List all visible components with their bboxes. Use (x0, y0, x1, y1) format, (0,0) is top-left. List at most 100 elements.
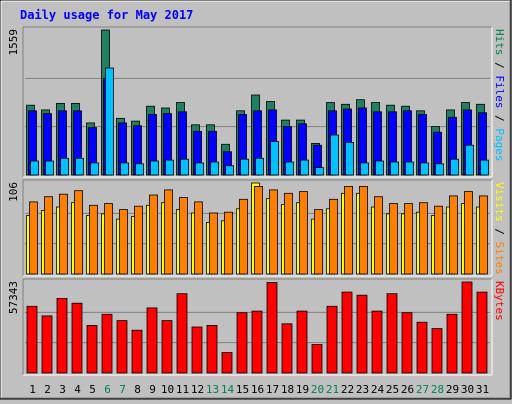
visits-bar-sites-day-5 (89, 204, 98, 275)
kbytes-bar-kbytes-day-10 (161, 320, 173, 374)
kbytes-bar-kbytes-day-26 (401, 312, 413, 374)
hits-legend-part-0: Hits (493, 29, 506, 56)
hits-bar-pages-day-28 (435, 163, 444, 176)
visits-bar-sites-day-20 (314, 209, 323, 275)
kbytes-bar-kbytes-day-31 (476, 291, 488, 374)
kbytes-legend: KBytes (493, 281, 506, 321)
x-tick-label-day-16: 16 (251, 383, 264, 396)
hits-bar-pages-day-23 (360, 162, 369, 176)
x-tick-label-day-12: 12 (191, 383, 204, 396)
hits-panel: 1559 Hits / Files / Pages (7, 26, 506, 178)
x-tick-label-day-30: 30 (461, 383, 474, 396)
x-tick-label-day-4: 4 (74, 383, 81, 396)
hits-legend-part-3: / (493, 109, 506, 129)
visits-bar-sites-day-11 (179, 197, 188, 275)
visits-bar-sites-day-16 (254, 185, 263, 275)
kbytes-bar-kbytes-day-4 (71, 302, 83, 374)
x-tick-label-day-3: 3 (59, 383, 66, 396)
visits-bar-sites-day-17 (269, 189, 278, 275)
x-tick-label-day-21: 21 (326, 383, 339, 396)
kbytes-bar-kbytes-day-7 (116, 320, 128, 374)
visits-bar-sites-day-7 (119, 209, 128, 275)
visits-legend-part-2: Sites (493, 242, 506, 275)
visits-bar-sites-day-27 (419, 202, 428, 275)
kbytes-bar-kbytes-day-14 (221, 351, 233, 374)
x-tick-label-day-13: 13 (206, 383, 219, 396)
visits-legend: Visits / Sites (493, 182, 506, 275)
kbytes-bar-kbytes-day-1 (26, 305, 38, 374)
x-tick-label-day-20: 20 (311, 383, 324, 396)
hits-bar-pages-day-15 (240, 158, 249, 176)
hits-bar-pages-day-30 (465, 144, 474, 176)
x-tick-label-day-5: 5 (89, 383, 96, 396)
kbytes-bar-kbytes-day-29 (446, 313, 458, 374)
visits-legend-part-0: Visits (493, 182, 506, 222)
hits-bar-pages-day-2 (45, 160, 54, 176)
visits-bar-sites-day-23 (359, 185, 368, 275)
x-axis-labels: 1 2 3 4 5 6 7 8 9 10 11 12 13 14 15 16 17 18 19 20 21 22 23 24 2… (29, 383, 489, 396)
visits-bar-sites-day-10 (164, 189, 173, 275)
hits-bar-pages-day-9 (150, 160, 159, 176)
x-tick-label-day-10: 10 (161, 383, 174, 396)
hits-legend: Hits / Files / Pages (493, 29, 506, 162)
hits-bar-pages-day-19 (300, 159, 309, 176)
x-tick-label-day-14: 14 (221, 383, 235, 396)
visits-bar-sites-day-24 (374, 196, 383, 275)
x-tick-label-day-18: 18 (281, 383, 294, 396)
x-tick-label-day-6: 6 (104, 383, 111, 396)
x-tick-label-day-17: 17 (266, 383, 279, 396)
visits-bar-sites-day-12 (194, 201, 203, 275)
x-tick-label-day-2: 2 (44, 383, 51, 396)
visits-bar-sites-day-26 (404, 203, 413, 275)
kbytes-bar-kbytes-day-13 (206, 324, 218, 374)
visits-legend-part-1: / (493, 222, 506, 242)
hits-bar-pages-day-11 (180, 158, 189, 176)
visits-bar-sites-day-4 (74, 190, 83, 275)
visits-bar-sites-day-1 (29, 201, 38, 275)
visits-bar-sites-day-14 (224, 211, 233, 275)
kbytes-bar-kbytes-day-15 (236, 312, 248, 374)
x-tick-label-day-15: 15 (236, 383, 249, 396)
x-tick-label-day-8: 8 (134, 383, 141, 396)
x-tick-label-day-24: 24 (371, 383, 385, 396)
visits-bar-sites-day-19 (299, 191, 308, 275)
hits-bar-pages-day-1 (30, 160, 39, 176)
kbytes-bar-kbytes-day-11 (176, 293, 188, 374)
hits-bar-pages-day-7 (120, 162, 129, 176)
x-tick-label-day-9: 9 (149, 383, 156, 396)
kbytes-bar-kbytes-day-3 (56, 297, 68, 374)
kbytes-bar-kbytes-day-16 (251, 310, 263, 374)
hits-bar-pages-day-20 (315, 167, 324, 176)
visits-ymax-label: 106 (7, 182, 20, 202)
visits-bar-sites-day-8 (134, 205, 143, 275)
hits-ymax-label: 1559 (7, 29, 20, 56)
kbytes-panel: 57343 KBytes (7, 278, 506, 376)
visits-bar-sites-day-6 (104, 203, 113, 275)
visits-bar-sites-day-18 (284, 192, 293, 275)
visits-bar-sites-day-30 (464, 191, 473, 275)
hits-bar-pages-day-16 (255, 157, 264, 176)
x-tick-label-day-31: 31 (476, 383, 489, 396)
x-tick-label-day-26: 26 (401, 383, 414, 396)
visits-bar-sites-day-31 (479, 195, 488, 275)
x-tick-label-day-23: 23 (356, 383, 369, 396)
x-tick-label-day-29: 29 (446, 383, 459, 396)
hits-bar-pages-day-8 (135, 163, 144, 176)
hits-bar-pages-day-24 (375, 160, 384, 176)
hits-bar-pages-day-18 (285, 161, 294, 176)
kbytes-bar-kbytes-day-24 (371, 310, 383, 374)
hits-bar-pages-day-17 (270, 141, 279, 176)
x-tick-label-day-27: 27 (416, 383, 429, 396)
kbytes-bar-kbytes-day-30 (461, 281, 473, 374)
kbytes-bar-kbytes-day-28 (431, 328, 443, 374)
visits-bar-sites-day-22 (344, 185, 353, 275)
hits-bar-pages-day-6 (105, 67, 114, 176)
x-tick-label-day-22: 22 (341, 383, 354, 396)
hits-bar-pages-day-22 (345, 141, 354, 176)
x-tick-label-day-11: 11 (176, 383, 189, 396)
visits-bar-sites-day-13 (209, 212, 218, 275)
x-tick-label-day-28: 28 (431, 383, 444, 396)
visits-bar-sites-day-15 (239, 198, 248, 275)
